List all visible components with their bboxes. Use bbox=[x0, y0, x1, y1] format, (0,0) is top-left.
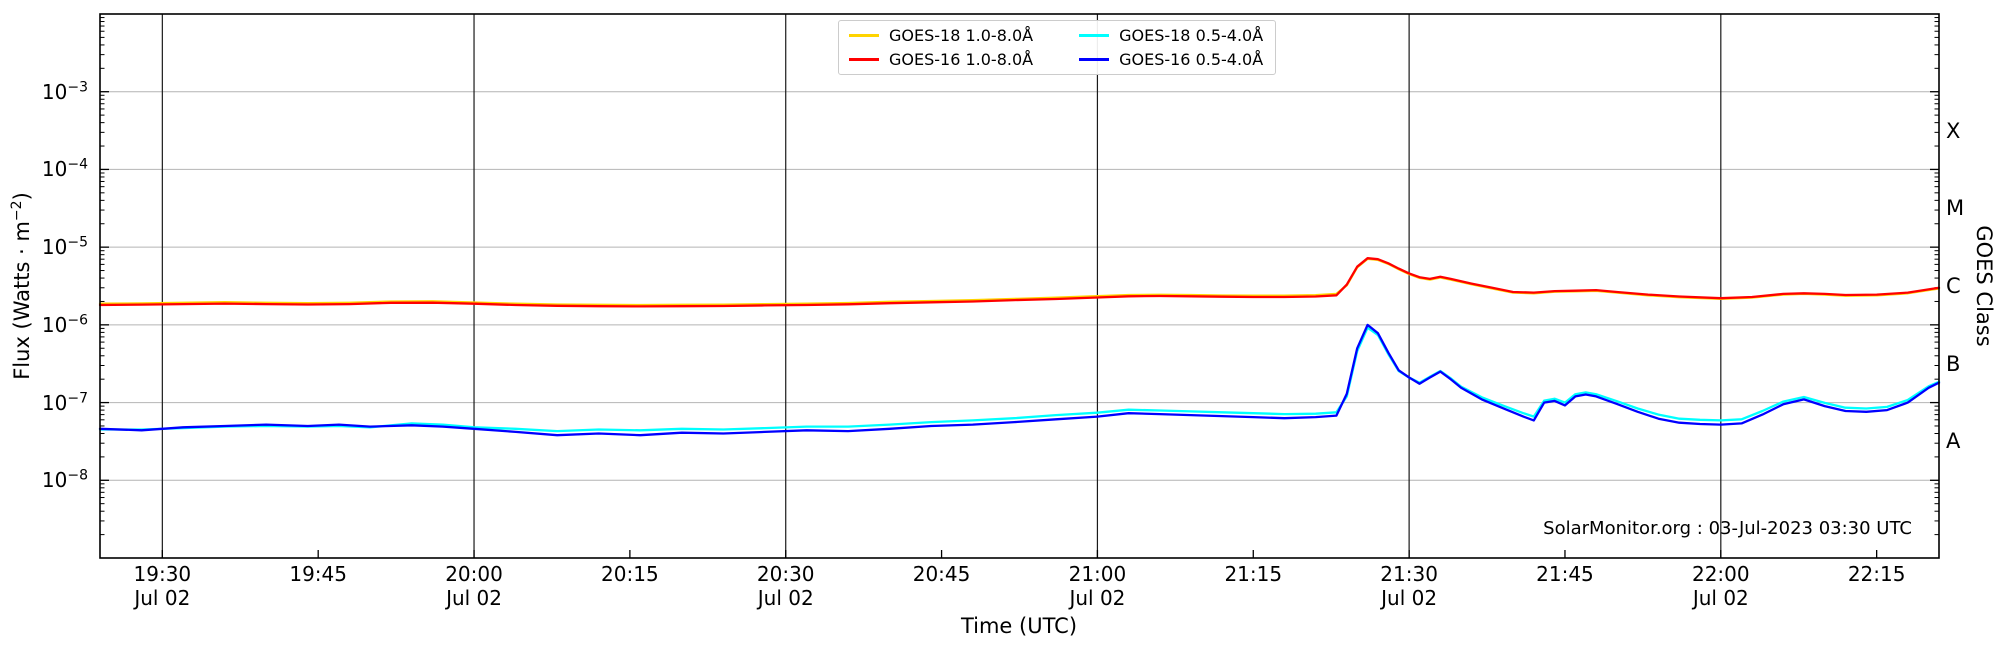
legend-line-swatch bbox=[1079, 58, 1110, 61]
series-goes-18-1-0-8-0 bbox=[98, 257, 1941, 307]
legend: GOES-18 1.0-8.0Å GOES-16 1.0-8.0Å GOES-18 … bbox=[838, 20, 1277, 75]
legend-line-swatch bbox=[849, 58, 879, 61]
series-goes-16-1-0-8-0 bbox=[98, 257, 1941, 308]
legend-label: GOES-18 1.0-8.0Å bbox=[889, 26, 1034, 45]
plot-border bbox=[99, 13, 1940, 559]
legend-item: GOES-16 0.5-4.0Å bbox=[1079, 50, 1263, 69]
legend-label: GOES-16 1.0-8.0Å bbox=[889, 50, 1034, 69]
legend-item: GOES-18 1.0-8.0Å bbox=[849, 26, 1033, 45]
legend-line-swatch bbox=[849, 34, 879, 37]
legend-item: GOES-16 1.0-8.0Å bbox=[849, 50, 1033, 69]
series-goes-18-0-5-4-0 bbox=[98, 326, 1941, 433]
legend-label: GOES-16 0.5-4.0Å bbox=[1119, 50, 1264, 69]
legend-label: GOES-18 0.5-4.0Å bbox=[1119, 26, 1264, 45]
series-goes-16-0-5-4-0 bbox=[98, 323, 1941, 437]
legend-item: GOES-18 0.5-4.0Å bbox=[1079, 26, 1263, 45]
legend-line-swatch bbox=[1079, 34, 1110, 37]
